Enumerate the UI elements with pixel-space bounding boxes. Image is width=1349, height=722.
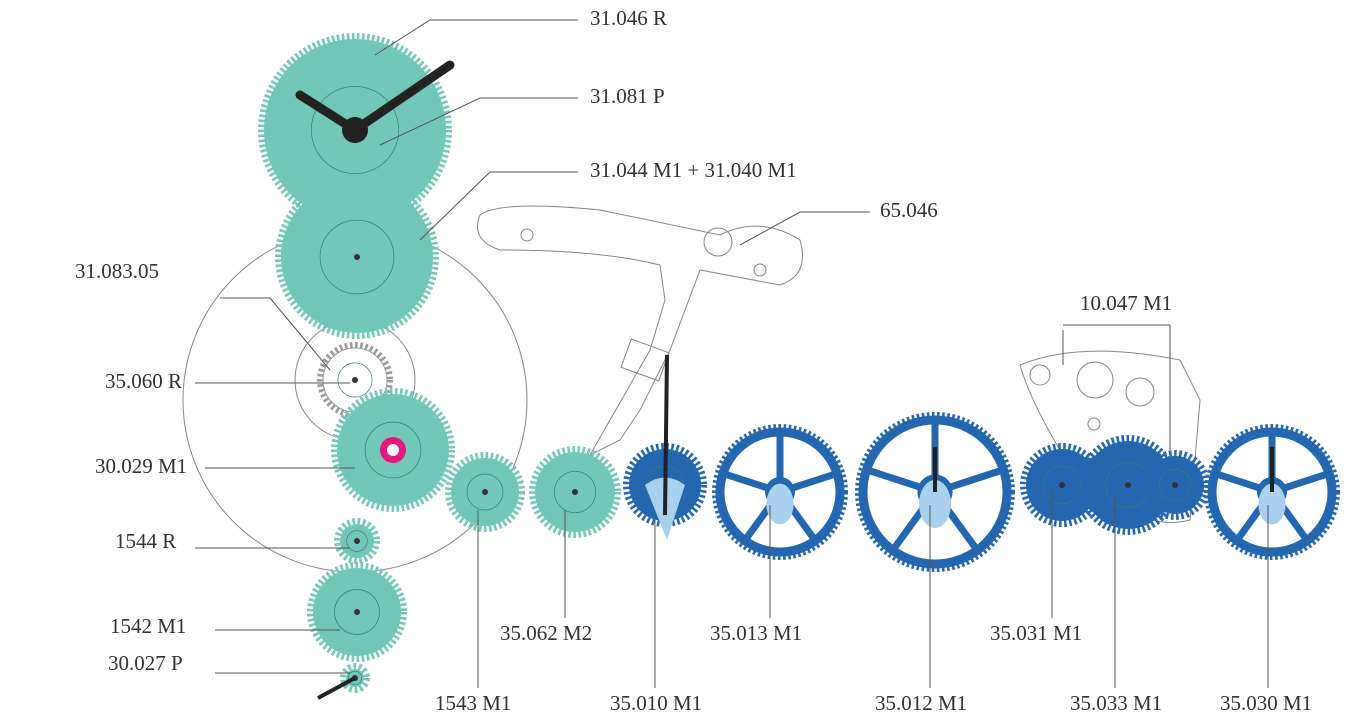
gear-center [572, 489, 578, 495]
gear-center [1172, 482, 1178, 488]
part-label: 1544 R [115, 529, 176, 553]
part-label: 1542 M1 [110, 614, 186, 638]
gear-center [1059, 482, 1065, 488]
gear [311, 566, 403, 658]
gear-center [1125, 482, 1131, 488]
gear-center [354, 538, 360, 544]
gear [716, 428, 844, 556]
part-label: 35.030 M1 [1220, 691, 1312, 715]
gear [279, 179, 435, 335]
part-label: 35.012 M1 [875, 691, 967, 715]
part-label: 1543 M1 [435, 691, 511, 715]
labels: 31.046 R 31.081 P 31.044 M1 + 31.040 M1 65.… [75, 6, 1312, 715]
gear-center [352, 377, 358, 383]
gear-center [482, 489, 488, 495]
gear-center [354, 254, 360, 260]
part-label: 35.010 M1 [610, 691, 702, 715]
gear-diagram: 31.046 R 31.081 P 31.044 M1 + 31.040 M1 65.… [0, 0, 1349, 722]
part-label: 31.046 R [590, 6, 667, 30]
part-label: 35.031 M1 [990, 621, 1082, 645]
gear-center [354, 609, 360, 615]
part-label: 35.033 M1 [1070, 691, 1162, 715]
part-label: 35.013 M1 [710, 621, 802, 645]
part-label: 10.047 M1 [1080, 291, 1172, 315]
part-label: 35.062 M2 [500, 621, 592, 645]
part-label: 30.029 M1 [95, 454, 187, 478]
part-label: 30.027 P [108, 651, 183, 675]
part-label: 31.083.05 [75, 259, 159, 283]
gear [338, 522, 376, 560]
gears [262, 37, 1336, 689]
gear [449, 456, 521, 528]
part-label: 31.044 M1 + 31.040 M1 [590, 158, 797, 182]
part-label: 65.046 [880, 198, 938, 222]
gear [533, 450, 617, 534]
part-label: 35.060 R [105, 369, 182, 393]
part-label: 31.081 P [590, 84, 665, 108]
